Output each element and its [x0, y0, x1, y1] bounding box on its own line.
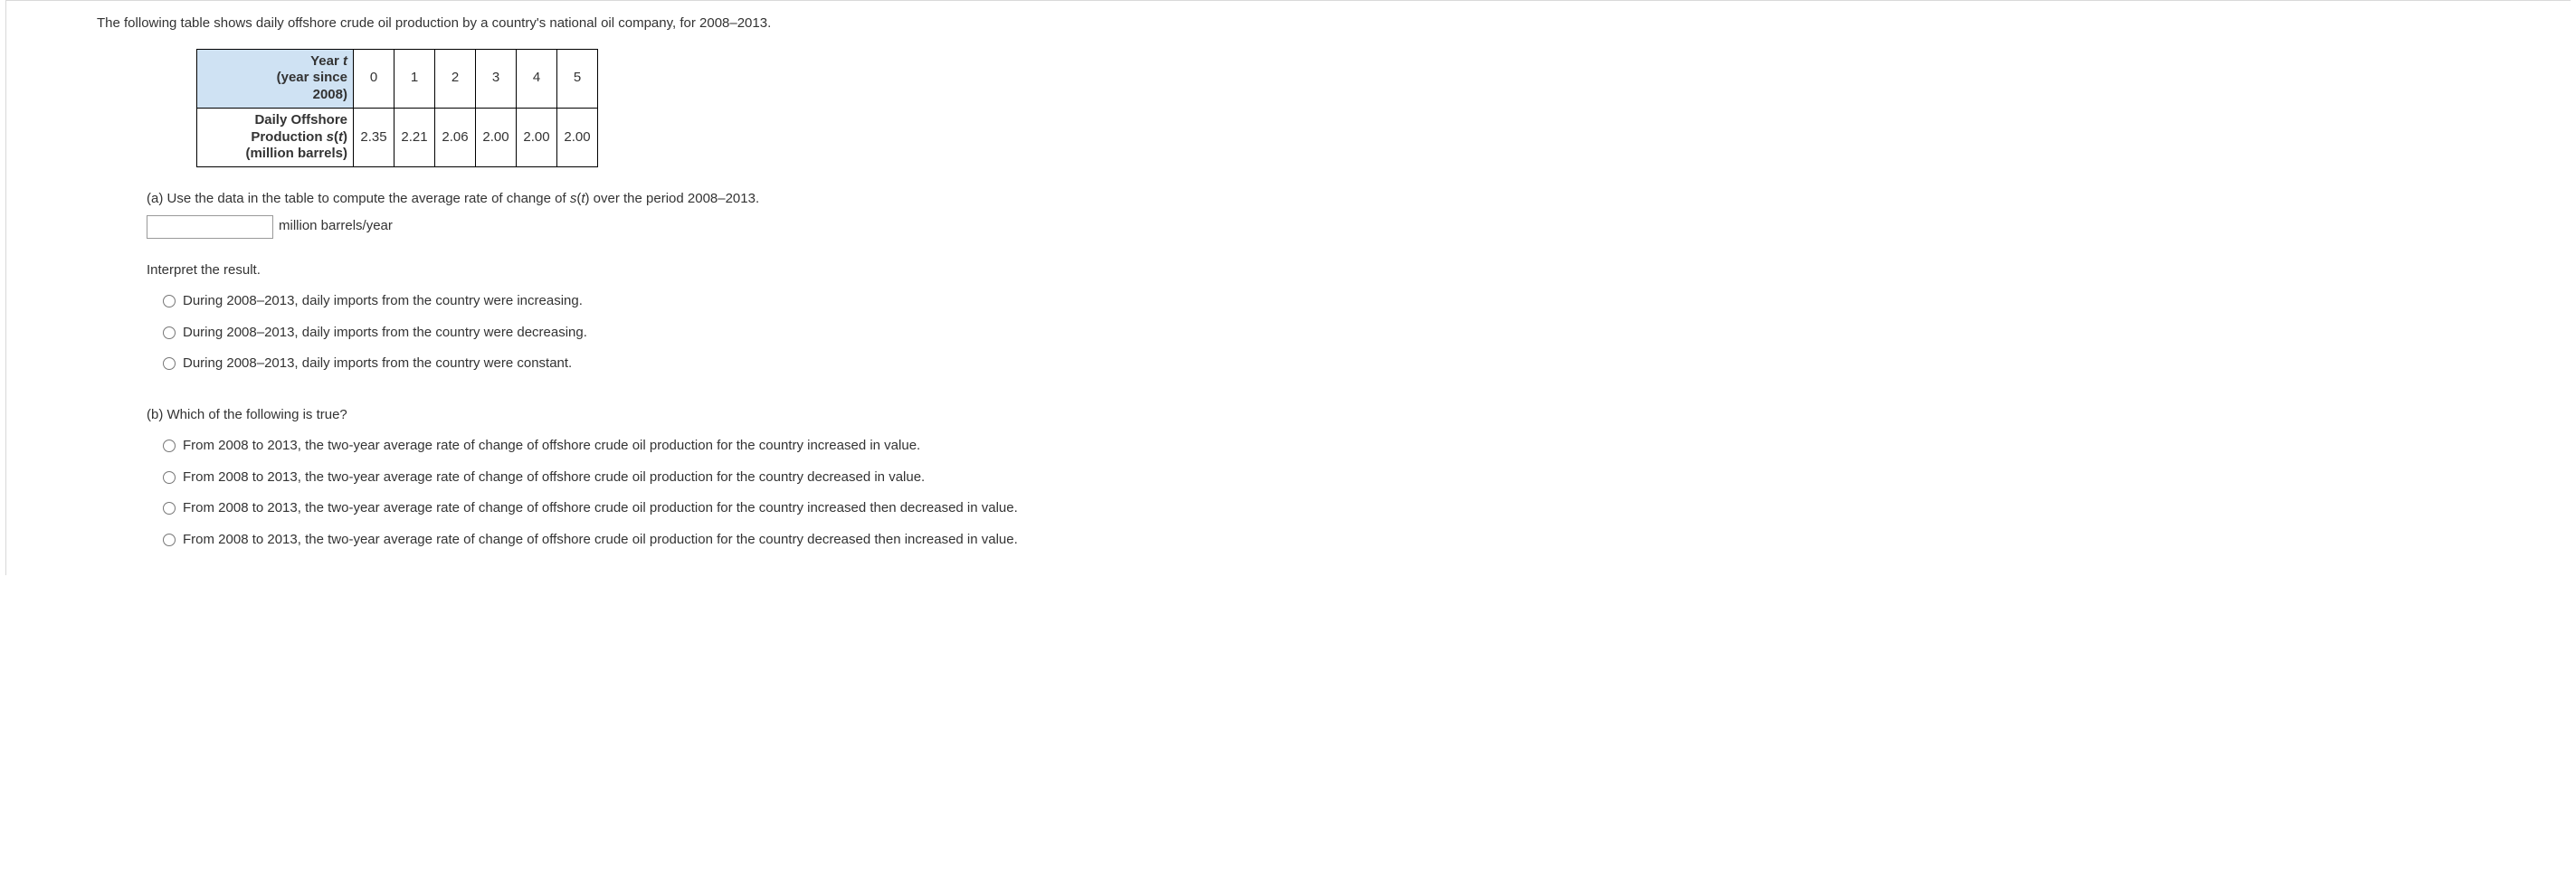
table-row2-val-4: 2.00 [517, 108, 557, 166]
table-row1-val-1: 1 [394, 49, 435, 108]
table-row1-val-5: 5 [557, 49, 598, 108]
interpret-option-1: During 2008–2013, daily imports from the… [183, 323, 587, 344]
parta-text-a: (a) Use the data in the table to compute… [147, 191, 570, 206]
table-row1-val-2: 2 [435, 49, 476, 108]
table-row2-val-3: 2.00 [476, 108, 517, 166]
part-a-prompt: (a) Use the data in the table to compute… [147, 189, 2554, 210]
partb-radio-2[interactable] [163, 502, 176, 515]
interpret-option-0: During 2008–2013, daily imports from the… [183, 291, 583, 312]
hdr1-line1: Year [310, 53, 343, 69]
hdr1-line2: (year since [277, 70, 347, 85]
hdr2-line3: (million barrels) [245, 146, 347, 161]
table-row1-val-4: 4 [517, 49, 557, 108]
partb-option-1: From 2008 to 2013, the two-year average … [183, 468, 925, 488]
partb-option-3: From 2008 to 2013, the two-year average … [183, 530, 1018, 551]
part-a-answer-input[interactable] [147, 215, 273, 239]
partb-radio-0[interactable] [163, 440, 176, 452]
hdr2-pc: ) [343, 129, 347, 145]
partb-radio-1[interactable] [163, 471, 176, 484]
interpret-heading: Interpret the result. [147, 260, 2554, 281]
intro-text: The following table shows daily offshore… [97, 14, 2554, 34]
table-row2-val-5: 2.00 [557, 108, 598, 166]
partb-option-2: From 2008 to 2013, the two-year average … [183, 498, 1018, 519]
data-table-wrap: Year t (year since 2008) 0 1 2 3 4 5 Dai… [196, 49, 2554, 168]
table-row2-header: Daily Offshore Production s(t) (million … [197, 108, 354, 166]
table-row1-val-0: 0 [354, 49, 394, 108]
part-b-heading: (b) Which of the following is true? [147, 405, 2554, 426]
partb-radio-3[interactable] [163, 534, 176, 546]
hdr2-line1: Daily Offshore [254, 112, 347, 128]
interpret-radio-1[interactable] [163, 326, 176, 339]
interpret-option-2: During 2008–2013, daily imports from the… [183, 354, 572, 374]
table-row1-header: Year t (year since 2008) [197, 49, 354, 108]
data-table: Year t (year since 2008) 0 1 2 3 4 5 Dai… [196, 49, 598, 168]
hdr1-var: t [343, 53, 347, 69]
table-row2-val-0: 2.35 [354, 108, 394, 166]
partb-option-0: From 2008 to 2013, the two-year average … [183, 436, 920, 457]
interpret-radio-0[interactable] [163, 295, 176, 307]
interpret-radio-2[interactable] [163, 357, 176, 370]
table-row2-val-1: 2.21 [394, 108, 435, 166]
hdr1-line3: 2008) [313, 87, 347, 102]
table-row2-val-2: 2.06 [435, 108, 476, 166]
part-a-unit: million barrels/year [279, 216, 393, 237]
table-row1-val-3: 3 [476, 49, 517, 108]
hdr2-line2a: Production [251, 129, 326, 145]
hdr2-fn: s [327, 129, 334, 145]
parta-text-b: over the period 2008–2013. [589, 191, 759, 206]
